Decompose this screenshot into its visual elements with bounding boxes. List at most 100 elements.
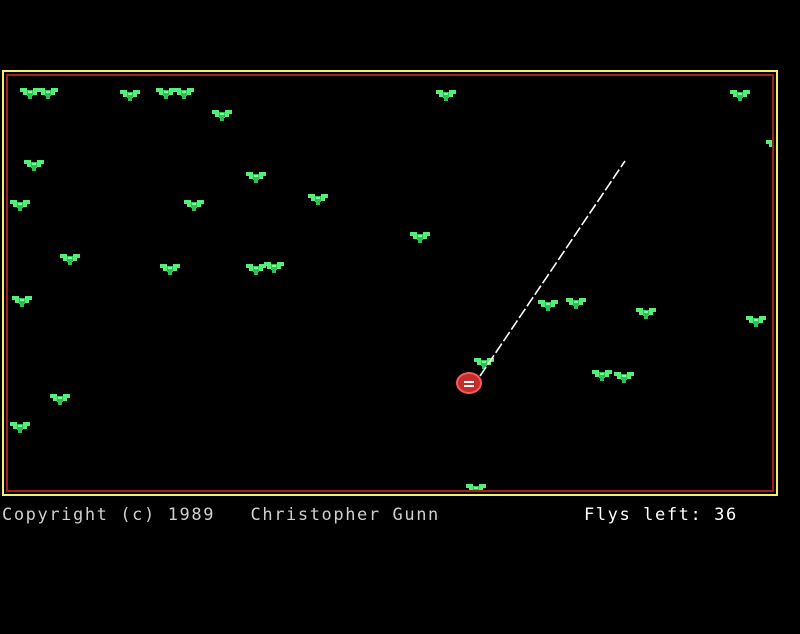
fly-part-body <box>443 92 449 98</box>
fly-part-eye <box>644 311 648 313</box>
fly-sprite[interactable] <box>120 90 140 102</box>
fly-part-body <box>545 302 551 308</box>
fly-sprite[interactable] <box>436 90 456 102</box>
playfield-border-inner <box>6 74 774 492</box>
fly-sprite[interactable] <box>264 262 284 274</box>
fly-part-body <box>17 202 23 208</box>
fly-part-wingL2 <box>13 426 17 429</box>
fly-sprite[interactable] <box>10 200 30 212</box>
fly-part-eye <box>444 93 448 95</box>
fly-sprite[interactable] <box>156 88 176 100</box>
fly-sprite[interactable] <box>410 232 430 244</box>
fly-part-eye <box>482 361 486 363</box>
fly-part-tail <box>418 240 422 243</box>
fly-part-wingR <box>605 370 612 374</box>
fly-part-wingR <box>423 232 430 236</box>
fly-part-eye <box>316 197 320 199</box>
fly-part-wingR2 <box>321 198 325 201</box>
fly-part-wingR <box>479 484 486 488</box>
fly-part-wingR2 <box>487 362 491 365</box>
fly-part-wingL2 <box>311 198 315 201</box>
fly-part-tail <box>272 270 276 273</box>
fly-part-eye <box>68 257 72 259</box>
fly-sprite[interactable] <box>636 308 656 320</box>
fly-part-tail <box>168 272 172 275</box>
fly-sprite[interactable] <box>592 370 612 382</box>
fly-part-eye <box>574 301 578 303</box>
fly-part-tail <box>738 98 742 101</box>
fly-sprite[interactable] <box>474 358 494 370</box>
fly-part-body <box>417 234 423 240</box>
fly-sprite[interactable] <box>60 254 80 266</box>
fly-part-eye <box>18 203 22 205</box>
fly-part-wingL2 <box>617 376 621 379</box>
fly-sprite[interactable] <box>246 264 266 276</box>
fly-part-wingL2 <box>749 320 753 323</box>
playfield-border-outer <box>2 70 778 496</box>
fly-part-eye <box>622 375 626 377</box>
fly-part-wingL <box>184 200 191 204</box>
fly-part-tail <box>182 96 186 99</box>
fly-part-wingL2 <box>177 92 181 95</box>
fly-part-body <box>253 174 259 180</box>
fly-part-tail <box>754 324 758 327</box>
fly-part-body <box>573 300 579 306</box>
fly-sprite[interactable] <box>20 88 40 100</box>
fly-part-body <box>163 90 169 96</box>
fly-sprite[interactable] <box>10 422 30 434</box>
fly-sprite[interactable] <box>466 484 486 490</box>
status-bar: Copyright (c) 1989 Christopher Gunn Flys… <box>0 498 800 532</box>
fly-part-wingR2 <box>63 398 67 401</box>
fly-part-wingL <box>636 308 643 312</box>
fly-part-wingR <box>23 200 30 204</box>
fly-part-wingR2 <box>551 304 555 307</box>
fly-part-wingL2 <box>733 94 737 97</box>
fly-part-tail <box>254 272 258 275</box>
fly-sprite[interactable] <box>538 300 558 312</box>
fly-part-wingR2 <box>759 320 763 323</box>
fly-part-wingL <box>308 194 315 198</box>
playfield-arena[interactable] <box>8 76 772 490</box>
fly-part-wingR <box>259 264 266 268</box>
fly-part-wingL2 <box>469 488 473 490</box>
fly-part-wingL <box>746 316 753 320</box>
fly-part-wingL2 <box>13 204 17 207</box>
fly-part-wingR2 <box>23 426 27 429</box>
fly-sprite[interactable] <box>746 316 766 328</box>
fly-part-wingL2 <box>23 92 27 95</box>
fly-part-wingR <box>649 308 656 312</box>
fly-part-wingR2 <box>479 488 483 490</box>
fly-sprite[interactable] <box>184 200 204 212</box>
fly-part-tail <box>444 98 448 101</box>
fly-part-wingR <box>73 254 80 258</box>
fly-sprite[interactable] <box>38 88 58 100</box>
fly-part-eye <box>182 91 186 93</box>
fly-part-wingL <box>466 484 473 488</box>
fly-part-body <box>19 298 25 304</box>
fly-sprite[interactable] <box>24 160 44 172</box>
fly-sprite[interactable] <box>246 172 266 184</box>
fly-sprite[interactable] <box>730 90 750 102</box>
fly-sprite[interactable] <box>50 394 70 406</box>
fly-swatter-head[interactable] <box>456 372 482 394</box>
fly-sprite[interactable] <box>566 298 586 310</box>
fly-sprite[interactable] <box>614 372 634 384</box>
fly-part-wingR2 <box>627 376 631 379</box>
fly-part-wingR2 <box>73 258 77 261</box>
fly-part-body <box>27 90 33 96</box>
fly-sprite[interactable] <box>174 88 194 100</box>
fly-part-tail <box>220 118 224 121</box>
fly-sprite[interactable] <box>160 264 180 276</box>
fly-part-wingR2 <box>187 92 191 95</box>
fly-part-wingL <box>436 90 443 94</box>
fly-sprite[interactable] <box>308 194 328 206</box>
fly-part-wingR <box>51 88 58 92</box>
fly-part-wingR2 <box>169 92 173 95</box>
fly-sprite[interactable] <box>766 140 772 152</box>
fly-part-wingR2 <box>259 176 263 179</box>
fly-part-body <box>643 310 649 316</box>
fly-sprite[interactable] <box>212 110 232 122</box>
swatter-layer <box>8 76 772 490</box>
fly-part-wingL2 <box>15 300 19 303</box>
fly-sprite[interactable] <box>12 296 32 308</box>
